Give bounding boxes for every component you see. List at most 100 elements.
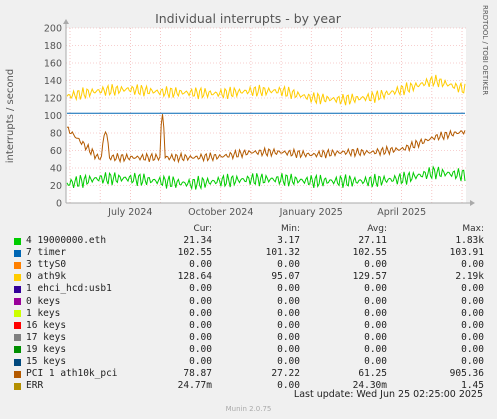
legend-row: 15 keys 0.00 0.00 0.00 0.00 — [0, 356, 497, 368]
legend-min: 0.00 — [277, 331, 300, 343]
y-tick-label: 40 — [50, 164, 62, 175]
y-tick-label: 160 — [44, 59, 62, 70]
legend-row: 19 keys 0.00 0.00 0.00 0.00 — [0, 344, 497, 356]
header-min: Min: — [280, 224, 300, 234]
legend-cur: 0.00 — [189, 343, 212, 355]
legend-avg: 129.57 — [352, 271, 387, 283]
last-update: Last update: Wed Jun 25 02:25:00 2025 — [293, 389, 483, 400]
chart-title: Individual interrupts - by year — [155, 11, 342, 26]
legend-avg: 0.00 — [364, 319, 387, 331]
legend-name: 17 keys — [26, 331, 67, 343]
legend-name: 16 keys — [26, 319, 67, 331]
munin-version: Munin 2.0.75 — [225, 405, 272, 413]
legend-row: 0 keys 0.00 0.00 0.00 0.00 — [0, 296, 497, 308]
y-tick-label: 80 — [50, 129, 62, 140]
y-tick-label: 180 — [44, 41, 62, 52]
legend-cur: 128.64 — [177, 271, 212, 283]
legend-rows: 4 19000000.eth 21.34 3.17 27.11 1.83k 7 timer… — [0, 235, 497, 392]
header-cur: Cur: — [193, 224, 212, 234]
legend-avg: 0.00 — [364, 283, 387, 295]
y-tick-label: 0 — [56, 199, 62, 210]
legend-cur: 102.55 — [177, 247, 212, 259]
x-axis-arrow — [470, 200, 475, 206]
legend-max: 103.91 — [449, 247, 484, 259]
legend-cur: 0.00 — [189, 356, 212, 368]
legend-avg: 0.00 — [364, 343, 387, 355]
legend-min: 27.22 — [271, 368, 300, 380]
y-tick-label: 200 — [44, 24, 62, 35]
legend-swatch — [14, 346, 21, 354]
legend-min: 0.00 — [277, 319, 300, 331]
legend-min: 0.00 — [277, 295, 300, 307]
y-axis-arrow — [63, 19, 69, 24]
legend-cur: 0.00 — [189, 319, 212, 331]
legend-swatch — [14, 285, 21, 293]
legend-cur: 78.87 — [183, 368, 212, 380]
legend-row: 3 ttyS0 0.00 0.00 0.00 0.00 — [0, 259, 497, 271]
series-line-4-19000000-eth — [66, 165, 466, 191]
legend-name: 4 19000000.eth — [26, 235, 107, 247]
y-tick-label: 20 — [50, 181, 62, 192]
legend-cur: 0.00 — [189, 259, 212, 271]
legend-avg: 24.30m — [352, 380, 387, 392]
legend-min: 0.00 — [277, 283, 300, 295]
legend-min: 3.17 — [277, 235, 300, 247]
y-axis-label: interrupts / second — [5, 69, 16, 163]
legend-min: 0.00 — [277, 380, 300, 392]
legend-avg: 0.00 — [364, 307, 387, 319]
legend-row: 0 ath9k 128.64 95.07 129.57 2.19k — [0, 271, 497, 283]
header-max: Max: — [462, 224, 484, 234]
legend-swatch — [14, 370, 21, 378]
legend-cur: 0.00 — [189, 295, 212, 307]
legend-max: 0.00 — [461, 295, 484, 307]
legend-swatch — [14, 310, 21, 318]
legend-avg: 61.25 — [358, 368, 387, 380]
legend-row: 1 ehci_hcd:usb1 0.00 0.00 0.00 0.00 — [0, 283, 497, 295]
legend-swatch — [14, 322, 21, 330]
legend-name: 15 keys — [26, 356, 67, 368]
legend-swatch — [14, 334, 21, 342]
legend-row: 1 keys 0.00 0.00 0.00 0.00 — [0, 308, 497, 320]
legend-avg: 0.00 — [364, 356, 387, 368]
legend-avg: 102.55 — [352, 247, 387, 259]
y-tick-label: 100 — [44, 111, 62, 122]
legend-avg: 0.00 — [364, 259, 387, 271]
legend-min: 0.00 — [277, 259, 300, 271]
y-tick-label: 60 — [50, 146, 62, 157]
legend-swatch — [14, 237, 21, 245]
legend-name: 0 ath9k — [26, 271, 67, 283]
legend-max: 0.00 — [461, 356, 484, 368]
x-tick-label: October 2024 — [188, 207, 253, 218]
legend-avg: 0.00 — [364, 331, 387, 343]
legend-cur: 0.00 — [189, 283, 212, 295]
legend-swatch — [14, 249, 21, 257]
legend-row: ERR 24.77m 0.00 24.30m 1.45 — [0, 380, 497, 392]
grid — [66, 27, 466, 204]
legend-name: 7 timer — [26, 247, 67, 259]
legend-row: 7 timer 102.55 101.32 102.55 103.91 — [0, 247, 497, 259]
axes: 0 20 40 60 80 100 120 140 160 180 200 July 2024 Octo… — [44, 19, 475, 218]
header-avg: Avg: — [367, 224, 387, 234]
legend-table: Cur: Min: Avg: Max: 4 19000000.eth 21.34 3… — [0, 223, 497, 392]
legend-swatch — [14, 261, 21, 269]
legend-name: 1 ehci_hcd:usb1 — [26, 283, 112, 295]
legend-min: 0.00 — [277, 307, 300, 319]
legend-max: 0.00 — [461, 259, 484, 271]
legend-cur: 24.77m — [177, 380, 212, 392]
legend-max: 1.45 — [461, 380, 484, 392]
legend-max: 0.00 — [461, 331, 484, 343]
legend-name: 1 keys — [26, 307, 61, 319]
legend-swatch — [14, 358, 21, 366]
legend-row: 4 19000000.eth 21.34 3.17 27.11 1.83k — [0, 235, 497, 247]
legend-name: 19 keys — [26, 343, 67, 355]
legend-avg: 0.00 — [364, 295, 387, 307]
legend-name: 3 ttyS0 — [26, 259, 67, 271]
interrupts-chart: 0 20 40 60 80 100 120 140 160 180 200 July 2024 Octo… — [5, 5, 489, 218]
legend-max: 1.83k — [455, 235, 484, 247]
legend-name: PCI 1 ath10k_pci — [26, 368, 118, 380]
legend-name: 0 keys — [26, 295, 61, 307]
legend-row: PCI 1 ath10k_pci 78.87 27.22 61.25 905.36 — [0, 368, 497, 380]
legend-max: 905.36 — [449, 368, 484, 380]
series-line-0-ath9k — [66, 74, 466, 106]
